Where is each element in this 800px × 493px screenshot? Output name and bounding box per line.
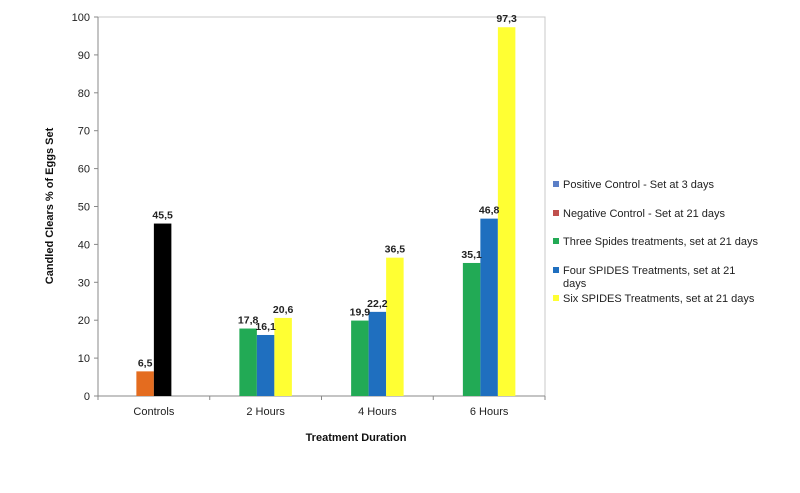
legend-item: Four SPIDES Treatments, set at 21 days <box>553 265 735 290</box>
bars <box>136 27 516 396</box>
legend-swatch <box>553 295 559 301</box>
y-tick-label: 0 <box>84 391 90 403</box>
bar <box>386 257 404 396</box>
x-tick-label: Controls <box>133 406 174 418</box>
y-tick-label: 100 <box>72 12 90 24</box>
legend-swatch <box>553 238 559 244</box>
x-tick-label: 6 Hours <box>470 406 509 418</box>
y-tick-label: 30 <box>78 277 90 289</box>
data-label: 45,5 <box>152 210 173 222</box>
legend-label: Six SPIDES Treatments, set at 21 days <box>563 293 755 305</box>
y-tick-label: 60 <box>78 164 90 176</box>
bar <box>136 371 154 396</box>
legend-item: Negative Control - Set at 21 days <box>553 208 726 220</box>
y-axis-ticks: 0 10 20 30 40 50 60 70 80 90 100 <box>72 12 98 403</box>
bar <box>274 317 292 396</box>
data-labels: 6,5 45,5 17,816,1 20,6 19,922,2 36,5 35,1 46,8 9… <box>138 13 517 369</box>
y-tick-label: 40 <box>78 239 90 251</box>
y-axis-title: Candled Clears % of Eggs Set <box>44 127 56 284</box>
x-axis-title: Treatment Duration <box>306 432 407 444</box>
bar <box>462 262 481 396</box>
legend-item: Positive Control - Set at 3 days <box>553 179 715 191</box>
data-label: 22,2 <box>367 298 388 310</box>
bar <box>497 27 516 396</box>
legend-swatch <box>553 267 559 273</box>
y-tick-label: 80 <box>78 88 90 100</box>
legend-label: Four SPIDES Treatments, set at 21 days <box>563 265 735 290</box>
data-label: 36,5 <box>385 244 406 256</box>
data-label: 46,8 <box>479 205 500 217</box>
y-tick-label: 20 <box>78 315 90 327</box>
data-label: 6,5 <box>138 357 153 369</box>
x-tick-label: 2 Hours <box>246 406 285 418</box>
y-tick-label: 70 <box>78 126 90 138</box>
y-tick-label: 90 <box>78 50 90 62</box>
data-label: 20,6 <box>273 304 294 316</box>
legend-swatch <box>553 210 559 216</box>
legend: Positive Control - Set at 3 days Negative… <box>553 179 759 305</box>
x-axis-ticks: Controls 2 Hours 4 Hours 6 Hours <box>97 396 546 418</box>
data-label: 17,8 <box>238 315 259 327</box>
legend-swatch <box>553 181 559 187</box>
plot-area <box>97 16 546 397</box>
x-tick-label: 4 Hours <box>358 406 397 418</box>
data-label: 35,1 <box>461 249 482 261</box>
bar <box>239 328 257 396</box>
y-tick-label: 50 <box>78 202 90 214</box>
data-label: 19,9 <box>350 307 371 319</box>
bar <box>256 334 275 396</box>
data-label: 97,3 <box>496 13 517 25</box>
bar <box>351 320 369 396</box>
bar <box>480 218 498 396</box>
legend-label: Negative Control - Set at 21 days <box>563 208 726 220</box>
y-tick-label: 10 <box>78 353 90 365</box>
legend-item: Six SPIDES Treatments, set at 21 days <box>553 293 755 305</box>
bar <box>153 223 172 396</box>
bar <box>368 311 387 396</box>
legend-item: Three Spides treatments, set at 21 days <box>553 236 759 248</box>
legend-label: Three Spides treatments, set at 21 days <box>563 236 759 248</box>
legend-label: Positive Control - Set at 3 days <box>563 179 715 191</box>
data-label: 16,1 <box>255 321 276 333</box>
